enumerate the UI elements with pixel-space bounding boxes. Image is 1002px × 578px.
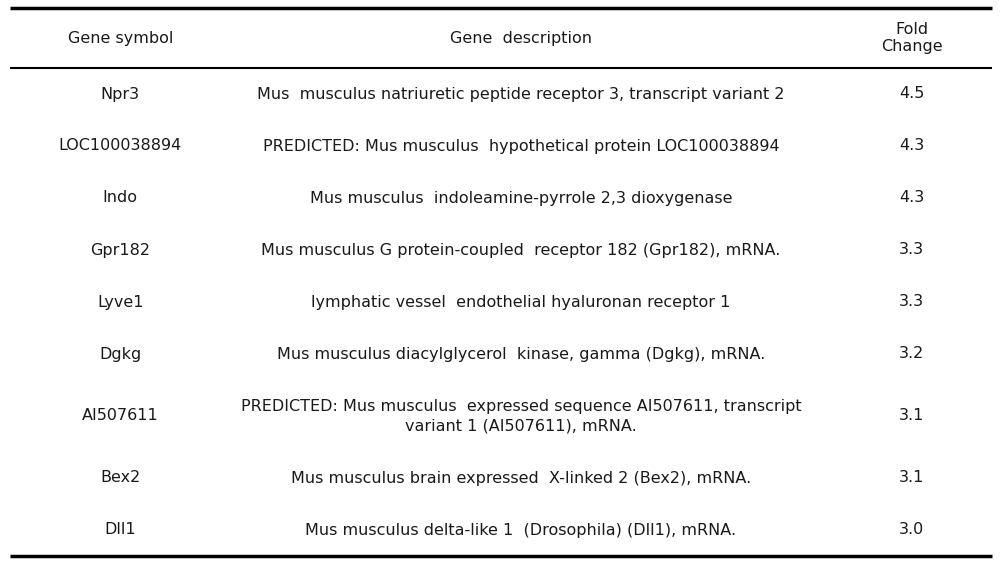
Text: Fold
Change: Fold Change	[881, 22, 943, 54]
Text: Gpr182: Gpr182	[90, 243, 150, 258]
Text: 3.1: 3.1	[899, 470, 925, 486]
Text: 4.3: 4.3	[899, 191, 925, 206]
Text: Dgkg: Dgkg	[99, 346, 141, 361]
Text: LOC100038894: LOC100038894	[58, 139, 182, 154]
Text: Mus musculus delta-like 1  (Drosophila) (Dll1), mRNA.: Mus musculus delta-like 1 (Drosophila) (…	[306, 523, 736, 538]
Text: Mus musculus diacylglycerol  kinase, gamma (Dgkg), mRNA.: Mus musculus diacylglycerol kinase, gamm…	[277, 346, 766, 361]
Text: AI507611: AI507611	[82, 409, 158, 424]
Text: Mus musculus G protein-coupled  receptor 182 (Gpr182), mRNA.: Mus musculus G protein-coupled receptor …	[262, 243, 781, 258]
Text: Npr3: Npr3	[100, 87, 140, 102]
Text: 3.3: 3.3	[899, 295, 925, 309]
Text: 4.3: 4.3	[899, 139, 925, 154]
Text: lymphatic vessel  endothelial hyaluronan receptor 1: lymphatic vessel endothelial hyaluronan …	[312, 295, 730, 309]
Text: PREDICTED: Mus musculus  expressed sequence AI507611, transcript
variant 1 (AI50: PREDICTED: Mus musculus expressed sequen…	[240, 399, 802, 434]
Text: Lyve1: Lyve1	[97, 295, 143, 309]
Text: 3.3: 3.3	[899, 243, 925, 258]
Text: Gene  description: Gene description	[450, 31, 592, 46]
Text: Mus musculus brain expressed  X-linked 2 (Bex2), mRNA.: Mus musculus brain expressed X-linked 2 …	[291, 470, 752, 486]
Text: Mus musculus  indoleamine-pyrrole 2,3 dioxygenase: Mus musculus indoleamine-pyrrole 2,3 dio…	[310, 191, 732, 206]
Text: Bex2: Bex2	[100, 470, 140, 486]
Text: Indo: Indo	[103, 191, 137, 206]
Text: Mus  musculus natriuretic peptide receptor 3, transcript variant 2: Mus musculus natriuretic peptide recepto…	[258, 87, 785, 102]
Text: 3.0: 3.0	[899, 523, 925, 538]
Text: Dll1: Dll1	[104, 523, 136, 538]
Text: PREDICTED: Mus musculus  hypothetical protein LOC100038894: PREDICTED: Mus musculus hypothetical pro…	[263, 139, 780, 154]
Text: Gene symbol: Gene symbol	[67, 31, 173, 46]
Text: 3.1: 3.1	[899, 409, 925, 424]
Text: 4.5: 4.5	[899, 87, 925, 102]
Text: 3.2: 3.2	[899, 346, 925, 361]
